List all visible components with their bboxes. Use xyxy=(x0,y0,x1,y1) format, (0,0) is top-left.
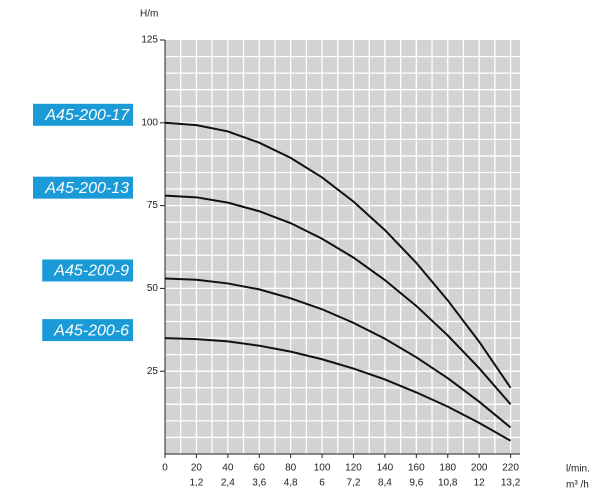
legend-box xyxy=(42,319,134,342)
x-tick-label: 140 xyxy=(377,463,394,474)
x-axis-label: l/min. xyxy=(566,464,590,475)
legend-box xyxy=(42,259,134,282)
plot-area xyxy=(165,40,520,454)
y-tick-label: 125 xyxy=(141,35,158,46)
legend-label: A45-200-6 xyxy=(53,322,129,339)
legend-box xyxy=(33,176,133,199)
curve xyxy=(164,194,512,405)
x-tick-label: 100 xyxy=(314,463,331,474)
curve xyxy=(164,121,512,389)
y-tick-label: 100 xyxy=(141,117,158,128)
x2-tick-label: 6 xyxy=(319,478,325,489)
legend-entry: A45-200-9 xyxy=(42,259,134,282)
x2-tick-label: 9,6 xyxy=(409,478,423,489)
legend-label: A45-200-13 xyxy=(44,180,129,197)
y-tick-label: 75 xyxy=(147,200,159,211)
x-tick-label: 20 xyxy=(191,463,203,474)
curve xyxy=(164,337,512,442)
legend-entry: A45-200-13 xyxy=(33,176,133,199)
x-tick-label: 200 xyxy=(471,463,488,474)
x-tick-label: 120 xyxy=(345,463,362,474)
x2-tick-label: 2,4 xyxy=(221,478,235,489)
x-tick-label: 80 xyxy=(285,463,297,474)
y-tick-label: 50 xyxy=(147,283,159,294)
legend-label: A45-200-17 xyxy=(44,107,130,124)
x-tick-label: 160 xyxy=(408,463,425,474)
x-tick-label: 0 xyxy=(162,463,168,474)
x-tick-label: 40 xyxy=(222,463,234,474)
legend-label: A45-200-9 xyxy=(53,263,129,280)
legend-box xyxy=(33,103,133,126)
x2-tick-label: 7,2 xyxy=(347,478,361,489)
x2-tick-label: 1,2 xyxy=(189,478,203,489)
y-tick-label: 25 xyxy=(147,366,159,377)
x-tick-label: 220 xyxy=(502,463,519,474)
x2-tick-label: 13,2 xyxy=(501,478,521,489)
x-tick-label: 180 xyxy=(439,463,456,474)
x2-tick-label: 10,8 xyxy=(438,478,458,489)
curve xyxy=(164,277,512,429)
y-axis-label: H/m xyxy=(140,9,158,20)
x-tick-label: 60 xyxy=(254,463,266,474)
x2-tick-label: 12 xyxy=(474,478,486,489)
x2-tick-label: 4,8 xyxy=(284,478,298,489)
legend-entry: A45-200-17 xyxy=(33,103,133,126)
x2-tick-label: 3,6 xyxy=(252,478,266,489)
x2-tick-label: 8,4 xyxy=(378,478,392,489)
legend-entry: A45-200-6 xyxy=(42,319,134,342)
x2-axis-label: m³ /h xyxy=(566,480,589,491)
